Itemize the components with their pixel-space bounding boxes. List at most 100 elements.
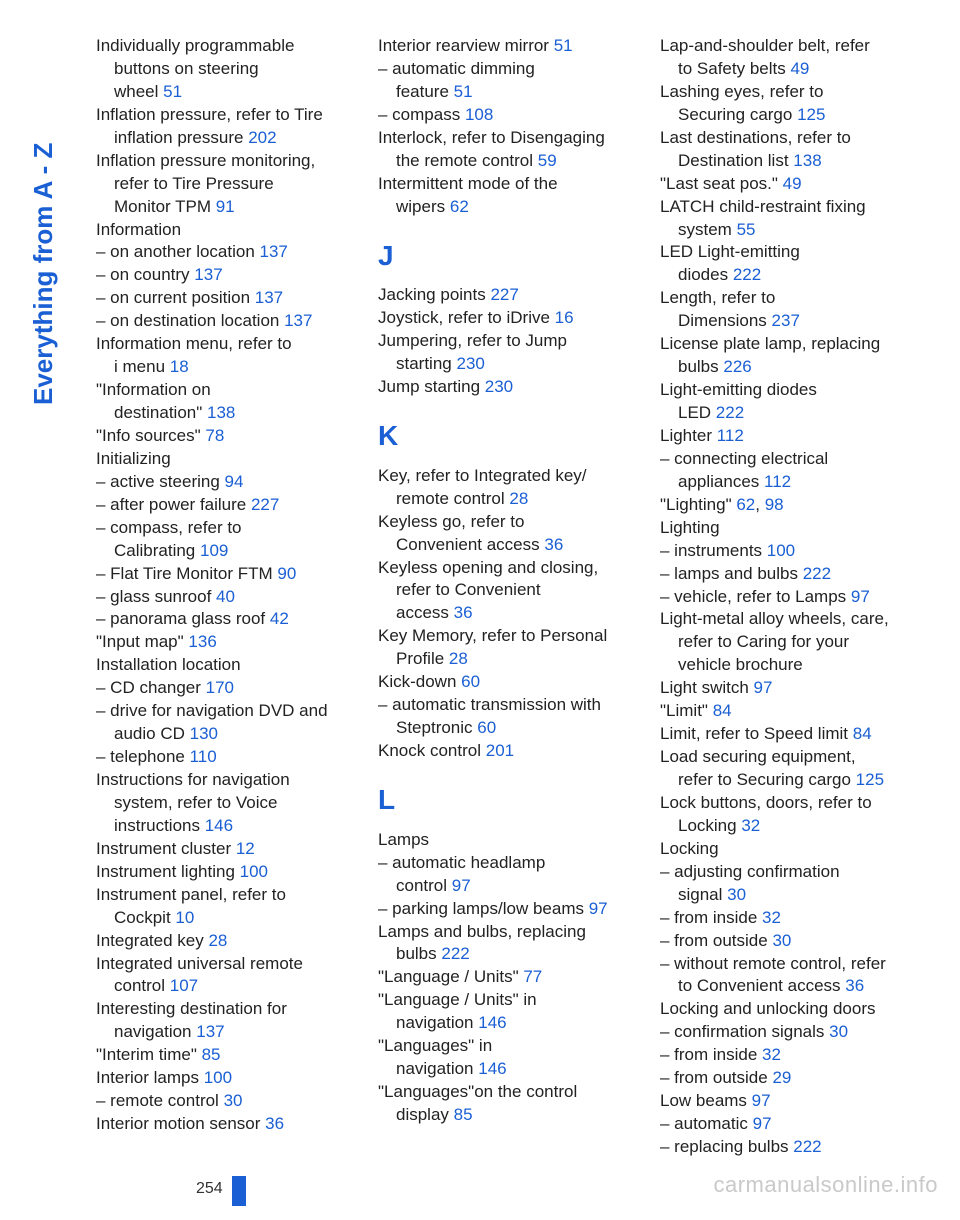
page-link[interactable]: 30	[224, 1091, 243, 1110]
page-link[interactable]: 84	[713, 701, 732, 720]
page-link[interactable]: 146	[205, 816, 233, 835]
page-link[interactable]: 112	[764, 472, 791, 491]
page-link[interactable]: 85	[454, 1105, 473, 1124]
page-link[interactable]: 222	[803, 564, 831, 583]
page-link[interactable]: 36	[454, 603, 473, 622]
page-link[interactable]: 85	[202, 1045, 221, 1064]
page-link[interactable]: 32	[762, 1045, 781, 1064]
page-link[interactable]: 55	[737, 220, 756, 239]
index-entry: "Limit" 84	[660, 700, 926, 723]
page-link[interactable]: 222	[441, 944, 469, 963]
entry-line: – connecting electrical	[660, 448, 926, 471]
page-link[interactable]: 146	[478, 1059, 506, 1078]
watermark: carmanualsonline.info	[713, 1172, 938, 1198]
page-link[interactable]: 32	[762, 908, 781, 927]
page-link[interactable]: 137	[260, 242, 288, 261]
page-link[interactable]: 51	[163, 82, 182, 101]
page-link[interactable]: 18	[170, 357, 189, 376]
page-link[interactable]: 100	[767, 541, 795, 560]
page-link[interactable]: 222	[793, 1137, 821, 1156]
entry-continuation: Monitor TPM 91	[96, 196, 362, 219]
page-marker	[232, 1176, 246, 1206]
page-link[interactable]: 97	[753, 1114, 772, 1133]
page-link[interactable]: 136	[188, 632, 216, 651]
page-link[interactable]: 226	[723, 357, 751, 376]
page-link[interactable]: 59	[538, 151, 557, 170]
entry-line: Integrated key 28	[96, 930, 362, 953]
page-link[interactable]: 202	[248, 128, 276, 147]
entry-continuation: to Convenient access 36	[660, 975, 926, 998]
page-link[interactable]: 78	[205, 426, 224, 445]
entry-line: – remote control 30	[96, 1090, 362, 1113]
page-link[interactable]: 36	[544, 535, 563, 554]
page-link[interactable]: 62	[736, 495, 755, 514]
page-link[interactable]: 130	[190, 724, 218, 743]
entry-continuation: Securing cargo 125	[660, 104, 926, 127]
page-link[interactable]: 60	[461, 672, 480, 691]
page-link[interactable]: 230	[485, 377, 513, 396]
page-link[interactable]: 36	[265, 1114, 284, 1133]
page-link[interactable]: 94	[225, 472, 244, 491]
page-link[interactable]: 28	[449, 649, 468, 668]
entry-line: – Flat Tire Monitor FTM 90	[96, 563, 362, 586]
page-link[interactable]: 230	[456, 354, 484, 373]
page-link[interactable]: 110	[190, 747, 217, 766]
page-link[interactable]: 16	[555, 308, 574, 327]
page-link[interactable]: 227	[251, 495, 279, 514]
page-link[interactable]: 28	[208, 931, 227, 950]
page-link[interactable]: 84	[853, 724, 872, 743]
page-link[interactable]: 137	[255, 288, 283, 307]
page-link[interactable]: 30	[829, 1022, 848, 1041]
page-link[interactable]: 237	[772, 311, 800, 330]
page-link[interactable]: 28	[509, 489, 528, 508]
page-link[interactable]: 29	[772, 1068, 791, 1087]
page-link[interactable]: 97	[452, 876, 471, 895]
page-link[interactable]: 100	[204, 1068, 232, 1087]
page-link[interactable]: 40	[216, 587, 235, 606]
entry-line: Information menu, refer to	[96, 333, 362, 356]
page-link[interactable]: 49	[783, 174, 802, 193]
page-link[interactable]: 49	[790, 59, 809, 78]
page-link[interactable]: 137	[194, 265, 222, 284]
page-link[interactable]: 77	[523, 967, 542, 986]
entry-continuation: the remote control 59	[378, 150, 644, 173]
page-link[interactable]: 97	[754, 678, 773, 697]
page-link[interactable]: 137	[196, 1022, 224, 1041]
page-link[interactable]: 60	[477, 718, 496, 737]
page-link[interactable]: 109	[200, 541, 228, 560]
page-link[interactable]: 138	[793, 151, 821, 170]
page-link[interactable]: 12	[236, 839, 255, 858]
page-link[interactable]: 138	[207, 403, 235, 422]
page-link[interactable]: 227	[490, 285, 518, 304]
page-link[interactable]: 97	[851, 587, 870, 606]
page-link[interactable]: 97	[589, 899, 608, 918]
page-link[interactable]: 125	[856, 770, 884, 789]
page-link[interactable]: 51	[454, 82, 473, 101]
page-link[interactable]: 125	[797, 105, 825, 124]
page-link[interactable]: 222	[716, 403, 744, 422]
page-link[interactable]: 107	[170, 976, 198, 995]
page-link[interactable]: 98	[765, 495, 784, 514]
page-link[interactable]: 112	[717, 426, 744, 445]
page-link[interactable]: 100	[240, 862, 268, 881]
page-link[interactable]: 32	[741, 816, 760, 835]
page-link[interactable]: 137	[284, 311, 312, 330]
page-link[interactable]: 91	[216, 197, 235, 216]
page-link[interactable]: 201	[486, 741, 514, 760]
entry-line: "Input map" 136	[96, 631, 362, 654]
page-link[interactable]: 62	[450, 197, 469, 216]
page-link[interactable]: 30	[772, 931, 791, 950]
page-link[interactable]: 222	[733, 265, 761, 284]
page-link[interactable]: 42	[270, 609, 289, 628]
page-link[interactable]: 170	[206, 678, 234, 697]
page-link[interactable]: 146	[478, 1013, 506, 1032]
page-link[interactable]: 108	[465, 105, 493, 124]
page-link[interactable]: 51	[554, 36, 573, 55]
page-link[interactable]: 10	[175, 908, 194, 927]
page-link[interactable]: 90	[277, 564, 296, 583]
entry-line: Limit, refer to Speed limit 84	[660, 723, 926, 746]
page-link[interactable]: 97	[752, 1091, 771, 1110]
entry-continuation: refer to Convenient	[378, 579, 644, 602]
page-link[interactable]: 36	[845, 976, 864, 995]
page-link[interactable]: 30	[727, 885, 746, 904]
